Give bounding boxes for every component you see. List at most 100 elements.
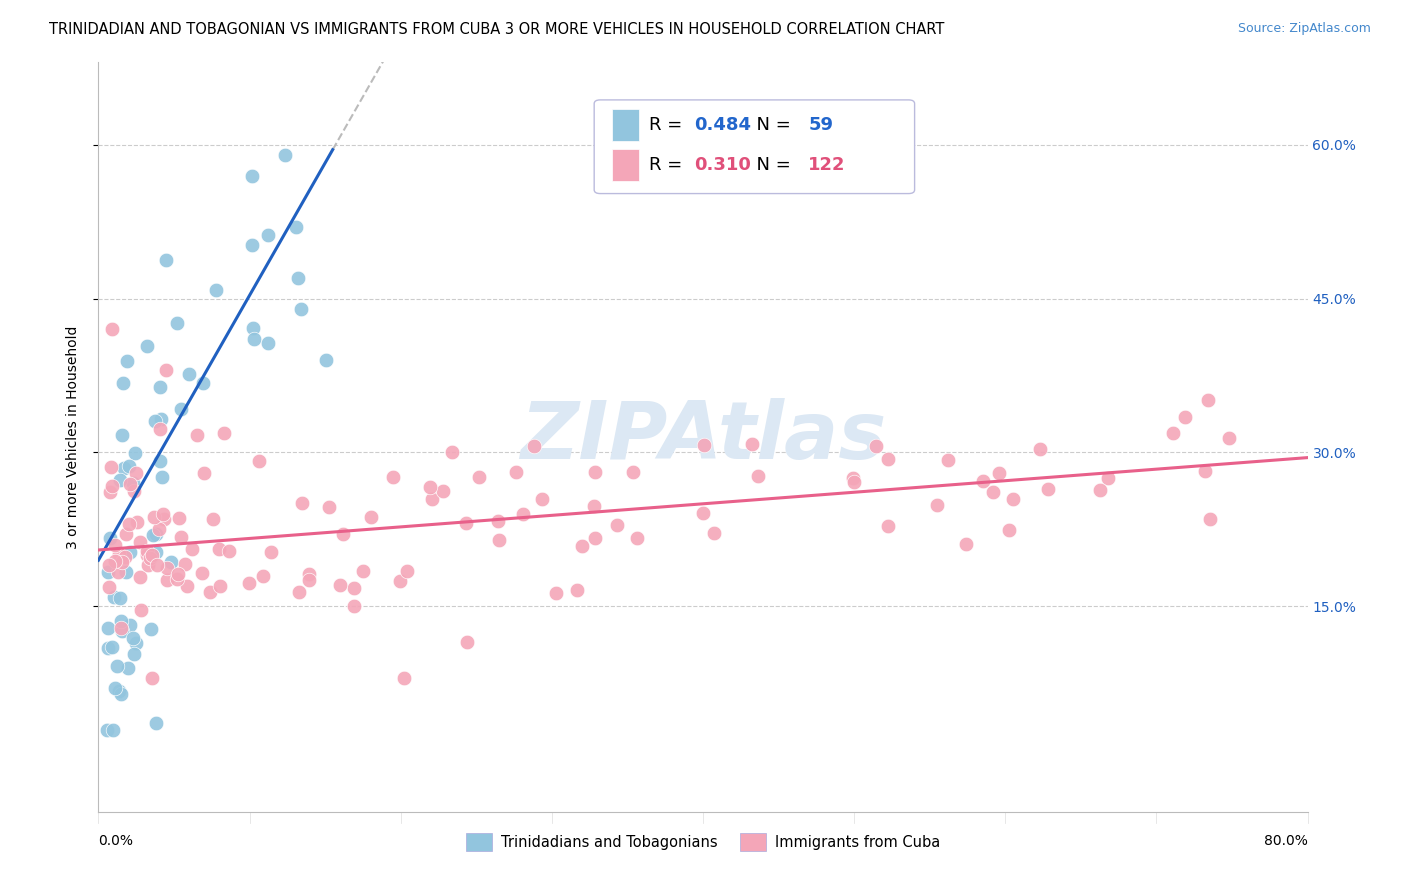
Point (122, 631, 145, 645)
Point (186, 428, 208, 442)
Point (1174, 409, 1197, 424)
Point (129, 603, 152, 617)
Legend: Trinidadians and Tobagonians, Immigrants from Cuba: Trinidadians and Tobagonians, Immigrants… (460, 828, 946, 857)
Point (315, 353, 337, 368)
Point (118, 516, 141, 531)
Point (298, 567, 321, 582)
Point (110, 687, 132, 701)
Point (972, 474, 994, 488)
Point (1029, 442, 1052, 456)
Point (111, 376, 134, 390)
Point (166, 572, 188, 586)
Point (97, 566, 120, 580)
Point (193, 466, 215, 480)
Point (139, 622, 162, 636)
Point (104, 538, 127, 552)
Point (156, 573, 179, 587)
Point (877, 452, 900, 467)
Point (1197, 392, 1219, 407)
Point (1090, 483, 1112, 498)
Point (841, 471, 863, 485)
Point (167, 567, 190, 582)
Point (110, 621, 132, 635)
Point (152, 507, 174, 521)
Point (981, 485, 1004, 500)
Point (208, 542, 231, 557)
Point (108, 591, 131, 606)
Point (987, 466, 1010, 480)
Point (122, 647, 145, 661)
Point (419, 480, 441, 494)
Point (544, 586, 567, 600)
Point (432, 483, 454, 498)
Point (115, 565, 138, 579)
Point (606, 518, 628, 533)
Text: 0.0%: 0.0% (98, 834, 134, 848)
Point (1097, 471, 1119, 485)
Point (287, 271, 309, 285)
Point (142, 510, 165, 524)
Point (395, 564, 418, 578)
Point (242, 321, 264, 335)
Point (111, 624, 134, 638)
Point (257, 335, 280, 350)
Point (252, 569, 274, 583)
Point (218, 544, 240, 558)
Point (693, 438, 716, 452)
Point (488, 514, 510, 528)
Point (149, 454, 172, 468)
Point (160, 555, 183, 569)
Point (145, 526, 167, 541)
Point (318, 500, 340, 514)
Point (389, 574, 412, 589)
Point (149, 380, 172, 394)
Point (352, 564, 374, 578)
Point (100, 459, 122, 474)
Point (176, 579, 198, 593)
Point (381, 469, 404, 483)
Point (842, 475, 865, 490)
Point (97, 621, 120, 635)
Point (240, 169, 263, 184)
Point (101, 322, 124, 336)
Point (936, 453, 959, 467)
Point (112, 460, 135, 475)
Point (97, 640, 120, 655)
Point (104, 681, 127, 695)
Point (100, 485, 122, 500)
Point (108, 473, 131, 487)
Point (420, 492, 443, 507)
Point (212, 426, 235, 441)
Point (257, 227, 280, 242)
Point (107, 565, 129, 579)
Point (582, 499, 605, 513)
Y-axis label: 3 or more Vehicles in Household: 3 or more Vehicles in Household (66, 326, 80, 549)
Point (156, 561, 179, 575)
Point (198, 585, 221, 599)
Point (142, 527, 165, 541)
Point (145, 558, 167, 573)
Point (260, 545, 283, 559)
Point (128, 535, 150, 549)
Point (150, 412, 173, 426)
Point (468, 470, 491, 484)
Point (240, 237, 263, 252)
Point (298, 574, 321, 588)
Point (290, 496, 312, 510)
FancyBboxPatch shape (595, 100, 915, 194)
Point (454, 516, 477, 530)
FancyBboxPatch shape (613, 149, 638, 181)
Point (101, 640, 124, 655)
Point (440, 445, 463, 459)
Point (741, 436, 763, 450)
Point (166, 316, 188, 330)
FancyBboxPatch shape (613, 109, 638, 141)
Point (1001, 492, 1024, 507)
Point (205, 283, 228, 297)
Text: TRINIDADIAN AND TOBAGONIAN VS IMMIGRANTS FROM CUBA 3 OR MORE VEHICLES IN HOUSEHO: TRINIDADIAN AND TOBAGONIAN VS IMMIGRANTS… (49, 22, 945, 37)
Point (571, 539, 593, 553)
Point (118, 476, 141, 491)
Point (122, 475, 145, 490)
Point (111, 555, 134, 569)
Text: 0.484: 0.484 (695, 116, 752, 134)
